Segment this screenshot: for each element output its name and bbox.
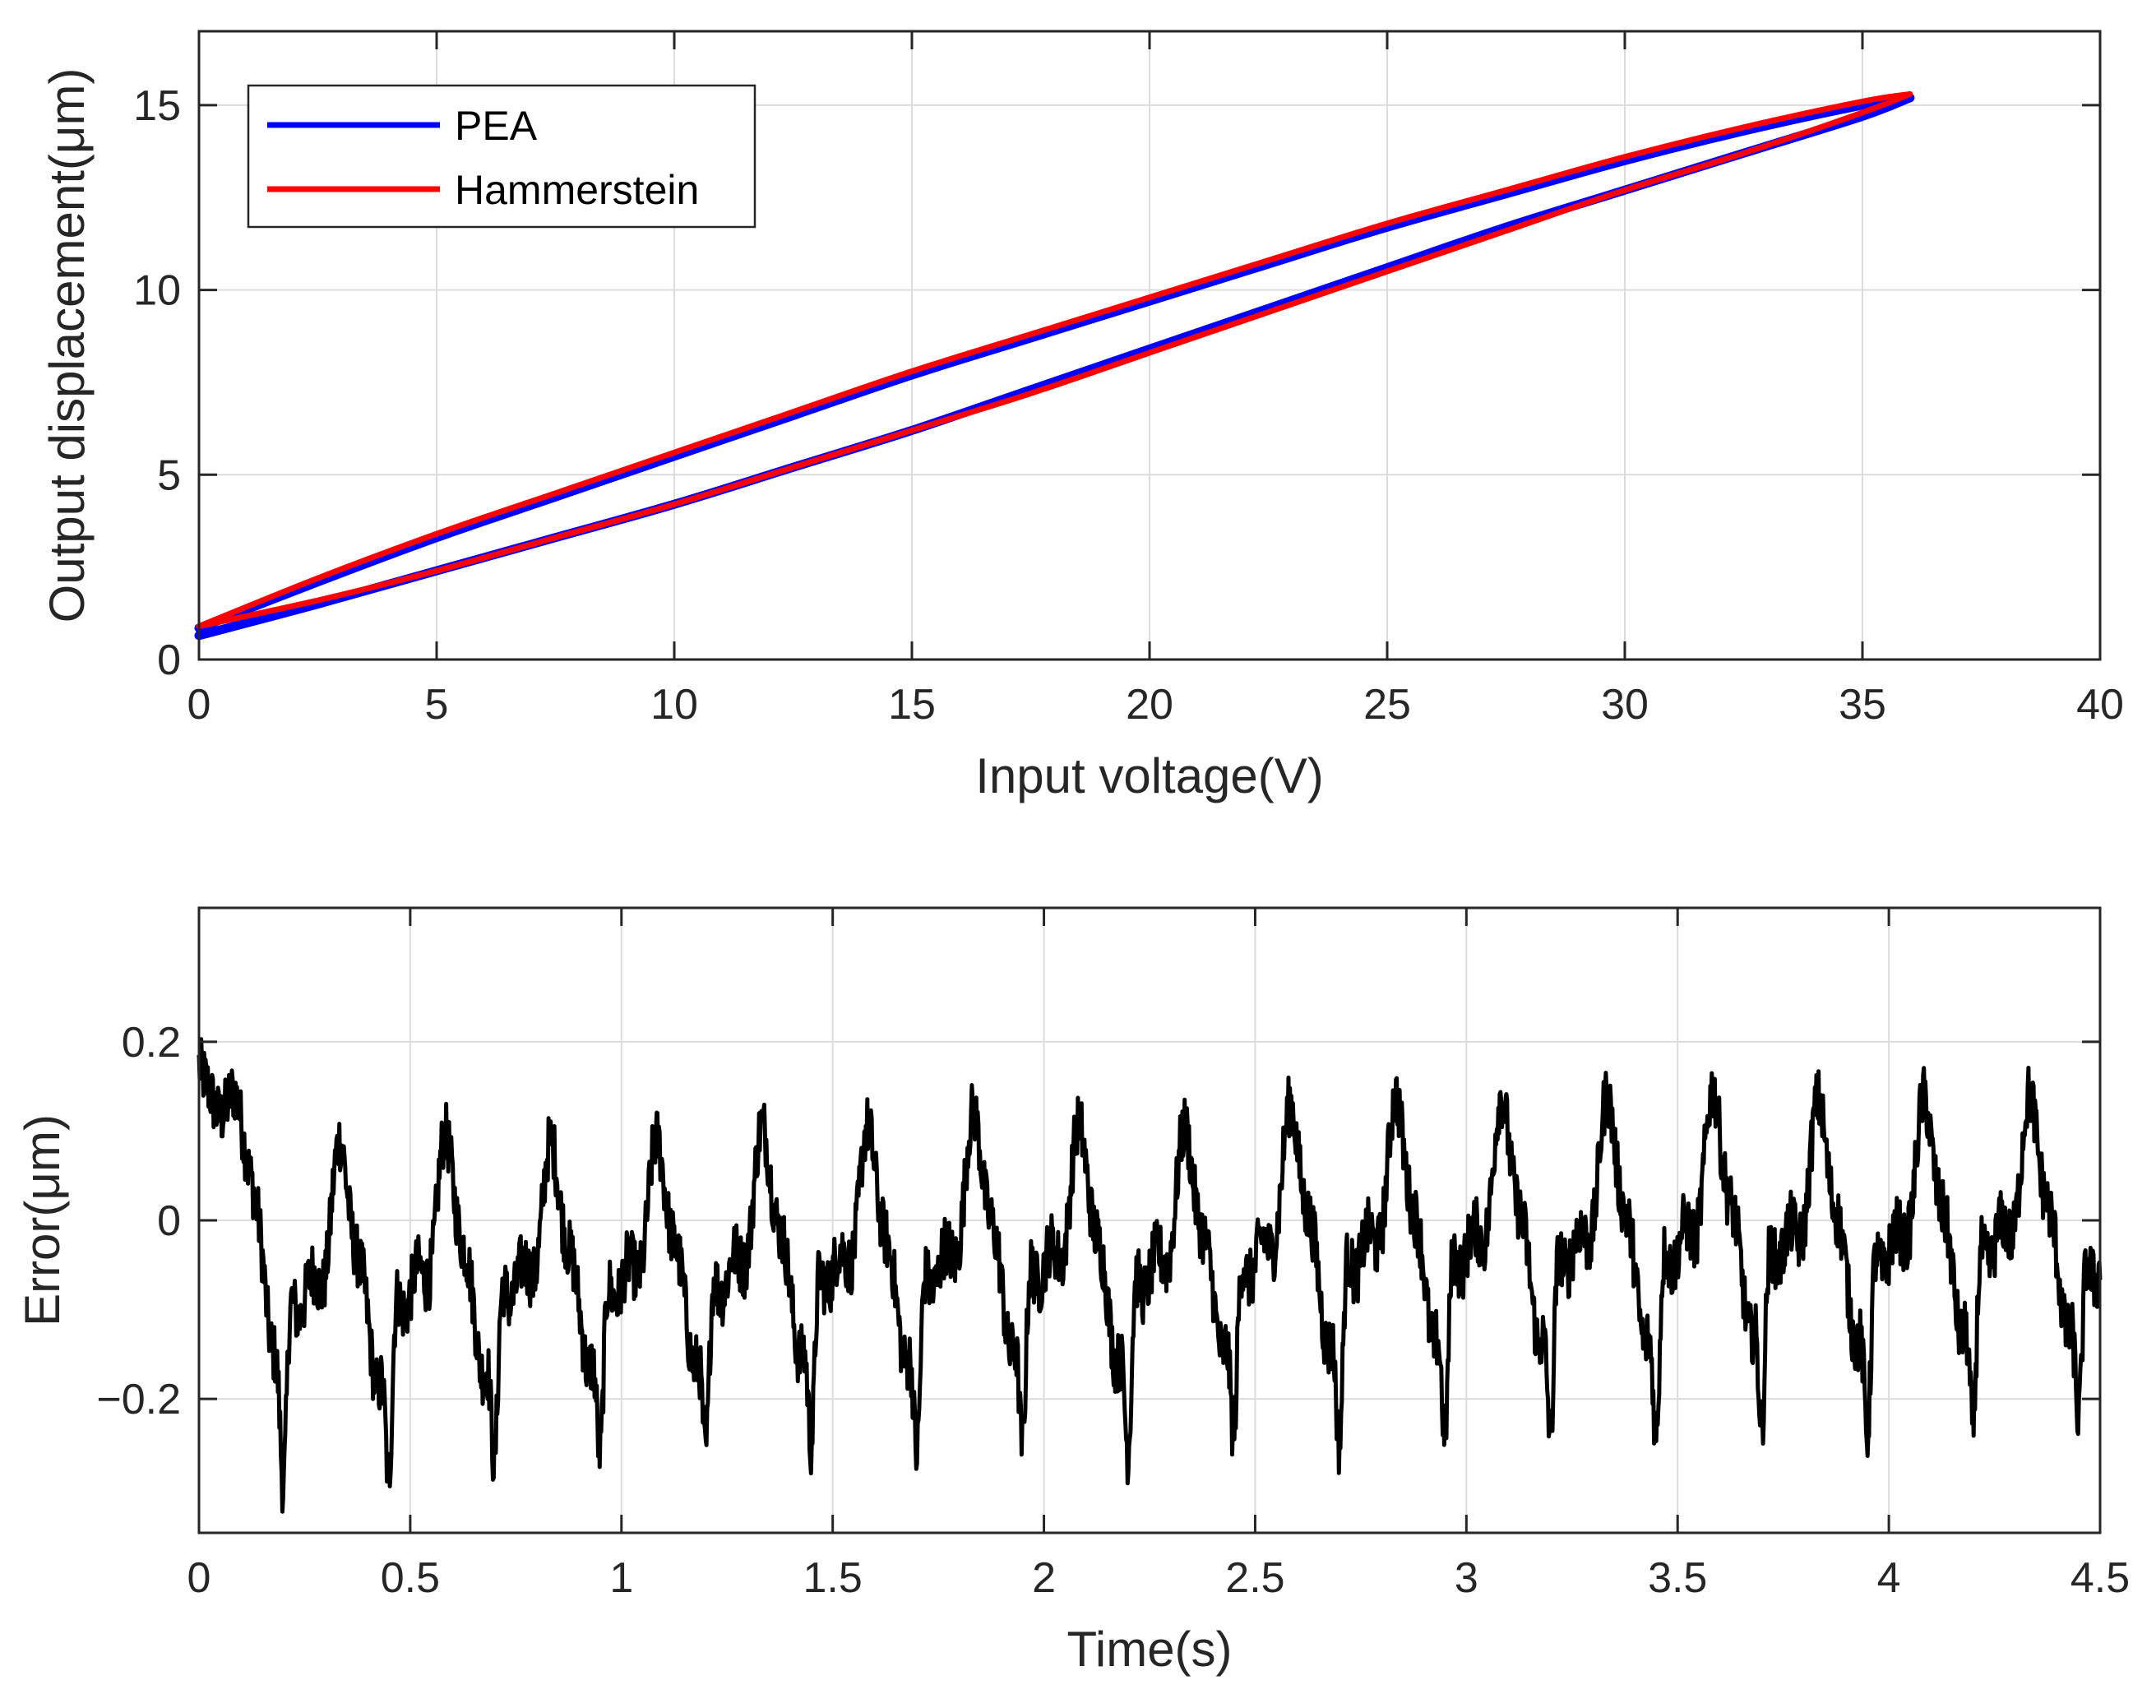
x-tick-label: 3	[1455, 1554, 1478, 1602]
x-tick-label: 30	[1601, 681, 1649, 729]
top-x-axis-label: Input voltage(V)	[975, 748, 1324, 803]
y-tick-label: 10	[133, 267, 181, 315]
x-tick-label: 4	[1877, 1554, 1901, 1602]
x-tick-label: 10	[650, 681, 698, 729]
x-tick-label: 25	[1363, 681, 1411, 729]
error-chart: 0 0.5 1 1.5 2 2.5 3 3.5 4 4.5 −0.2 0 0.2 Time(s) Err…	[15, 906, 2130, 1677]
top-y-axis-label: Output displacement(μm)	[39, 68, 95, 623]
x-tick-label: 1.5	[803, 1554, 863, 1602]
series-pea-descending	[194, 93, 1915, 633]
y-tick-label: 0	[157, 636, 181, 684]
x-tick-label: 0.5	[381, 1554, 440, 1602]
x-tick-label: 15	[888, 681, 936, 729]
legend-label-hammerstein: Hammerstein	[455, 167, 699, 213]
x-tick-label: 5	[425, 681, 449, 729]
y-tick-label: 0.2	[122, 1019, 181, 1067]
series-error-line	[197, 1037, 2103, 1514]
bottom-series-group	[197, 1037, 2103, 1514]
bottom-y-axis-label: Error(μm)	[15, 1114, 70, 1326]
series-hammerstein-descending	[196, 90, 1913, 630]
x-tick-label: 1	[609, 1554, 633, 1602]
x-tick-label: 0	[187, 1554, 211, 1602]
x-tick-label: 4.5	[2070, 1554, 2130, 1602]
bottom-grid	[198, 908, 2101, 1533]
x-tick-label: 0	[187, 681, 211, 729]
top-series-group	[194, 90, 1915, 641]
y-tick-label: 0	[157, 1197, 181, 1245]
legend: PEA Hammerstein	[247, 84, 756, 229]
x-tick-label: 20	[1126, 681, 1173, 729]
legend-label-pea: PEA	[455, 103, 538, 149]
bottom-ticks: 0 0.5 1 1.5 2 2.5 3 3.5 4 4.5 −0.2 0 0.2	[96, 908, 2130, 1602]
x-tick-label: 40	[2076, 681, 2124, 729]
series-hammerstein-ascending	[196, 90, 1913, 630]
y-tick-label: −0.2	[96, 1376, 181, 1423]
legend-box	[247, 84, 756, 229]
y-tick-label: 5	[157, 451, 181, 499]
y-tick-label: 15	[133, 82, 181, 130]
top-ticks: 0 5 10 15 20 25 30 35 40 0 5 10 15	[133, 31, 2124, 729]
x-tick-label: 2	[1032, 1554, 1056, 1602]
bottom-x-axis-label: Time(s)	[1066, 1622, 1232, 1677]
x-tick-label: 35	[1839, 681, 1886, 729]
x-tick-label: 3.5	[1648, 1554, 1707, 1602]
x-tick-label: 2.5	[1225, 1554, 1284, 1602]
